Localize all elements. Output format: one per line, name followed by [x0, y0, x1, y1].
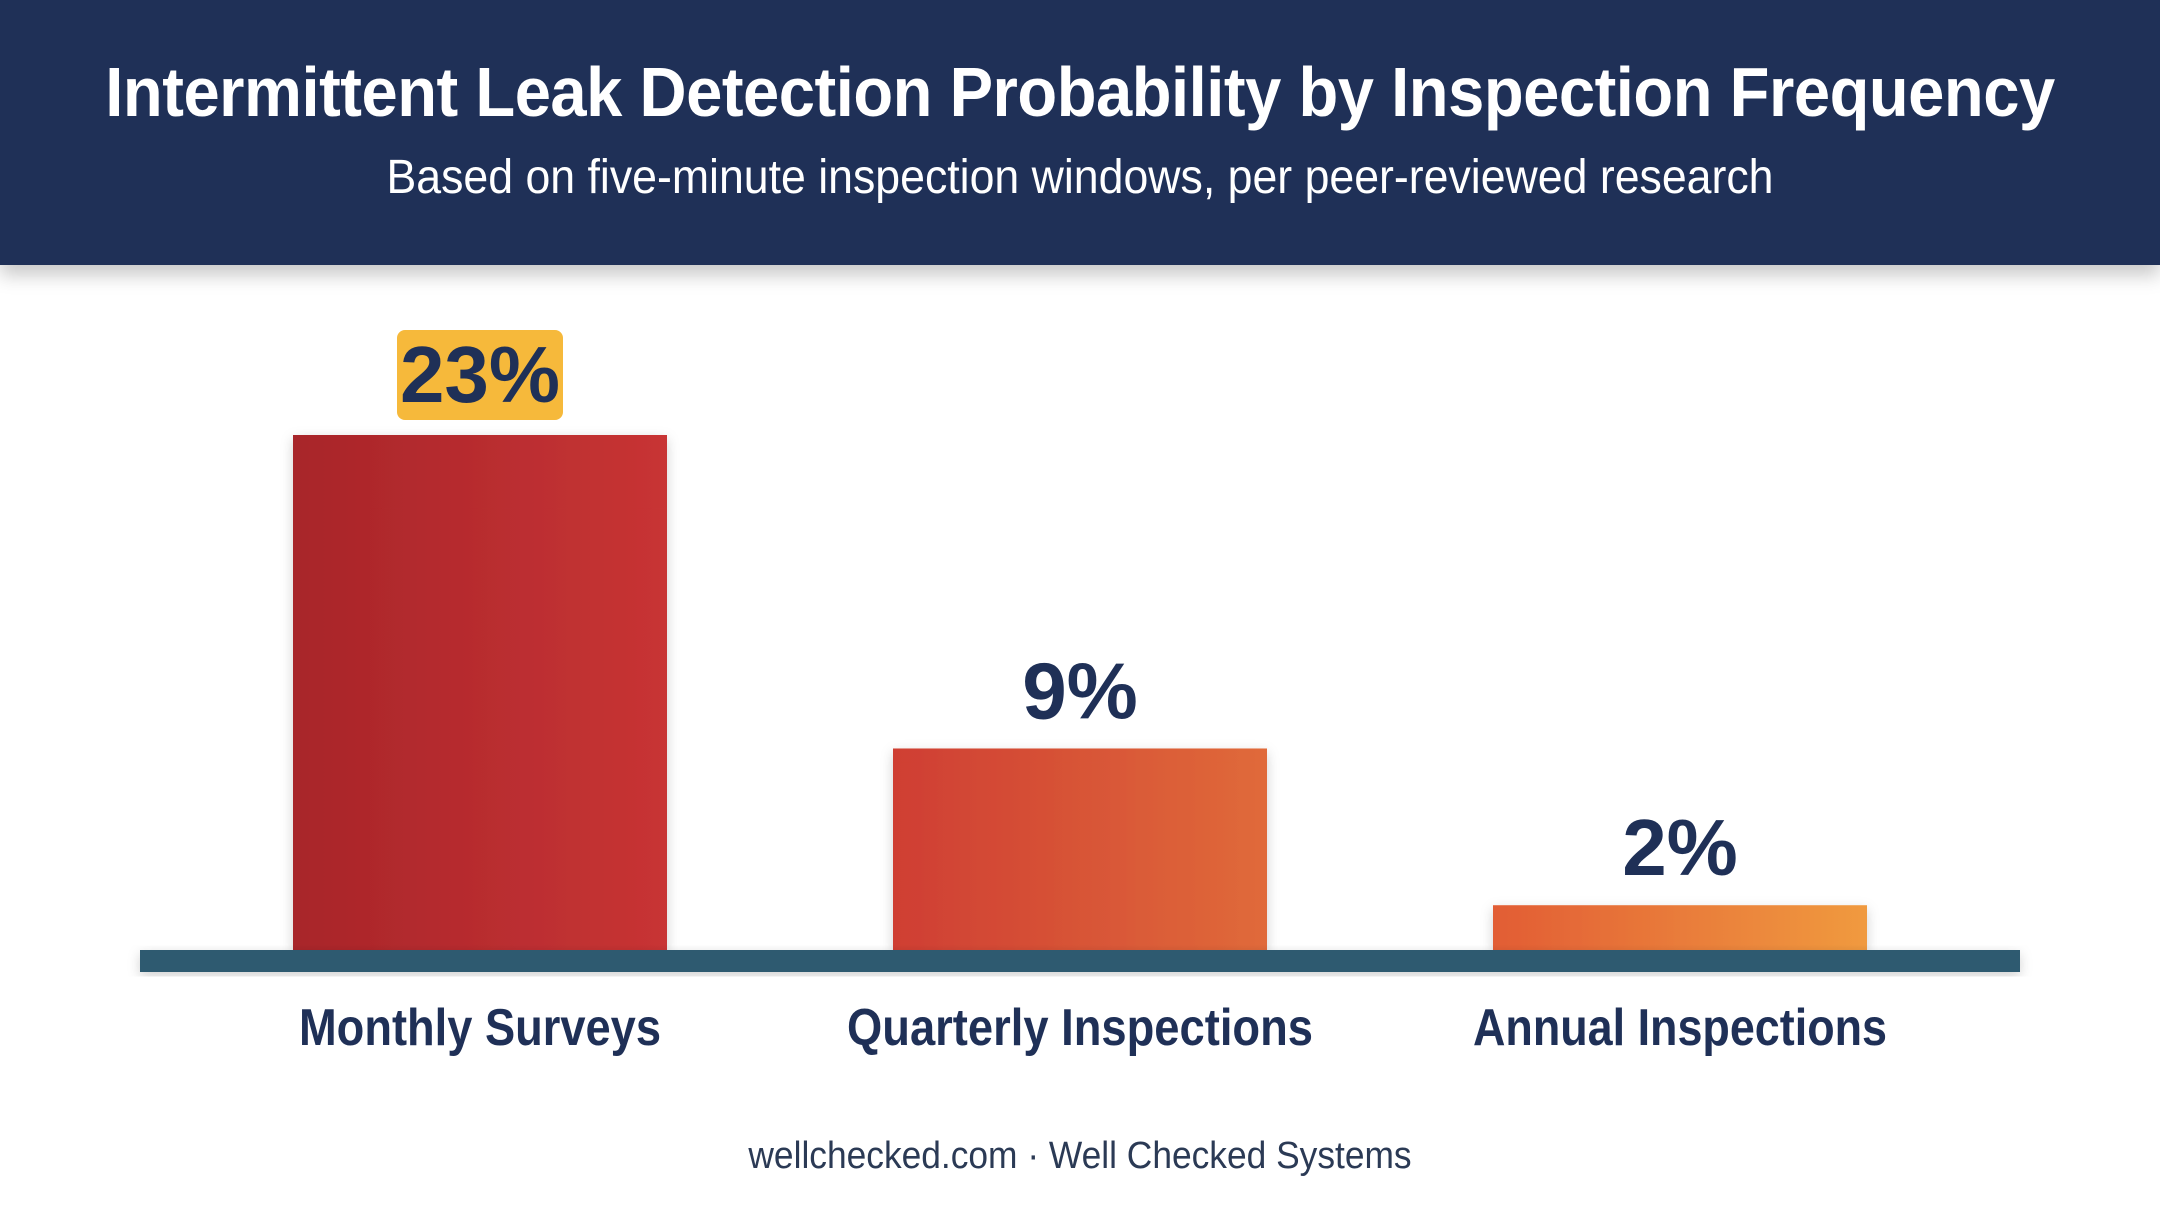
chart-subtitle: Based on five-minute inspection windows,…	[386, 151, 1774, 204]
footer-source: wellchecked.com · Well Checked Systems	[748, 1135, 1412, 1177]
value-badge-highlight	[397, 330, 563, 420]
value-label-quarterly-inspections: 9%	[1022, 646, 1138, 735]
bar-annual-inspections	[1493, 905, 1867, 952]
category-label-monthly-surveys: Monthly Surveys	[299, 999, 661, 1057]
value-label-annual-inspections: 2%	[1622, 803, 1738, 892]
header-banner: Intermittent Leak Detection Probability …	[0, 0, 2160, 265]
bar-monthly-surveys	[293, 435, 667, 952]
value-label-monthly-surveys: 23%	[400, 330, 560, 419]
x-axis-baseline	[140, 950, 2020, 972]
category-label-quarterly-inspections: Quarterly Inspections	[847, 999, 1313, 1057]
bar-quarterly-inspections	[893, 748, 1267, 952]
category-label-annual-inspections: Annual Inspections	[1473, 999, 1887, 1057]
chart-title: Intermittent Leak Detection Probability …	[105, 53, 2055, 131]
